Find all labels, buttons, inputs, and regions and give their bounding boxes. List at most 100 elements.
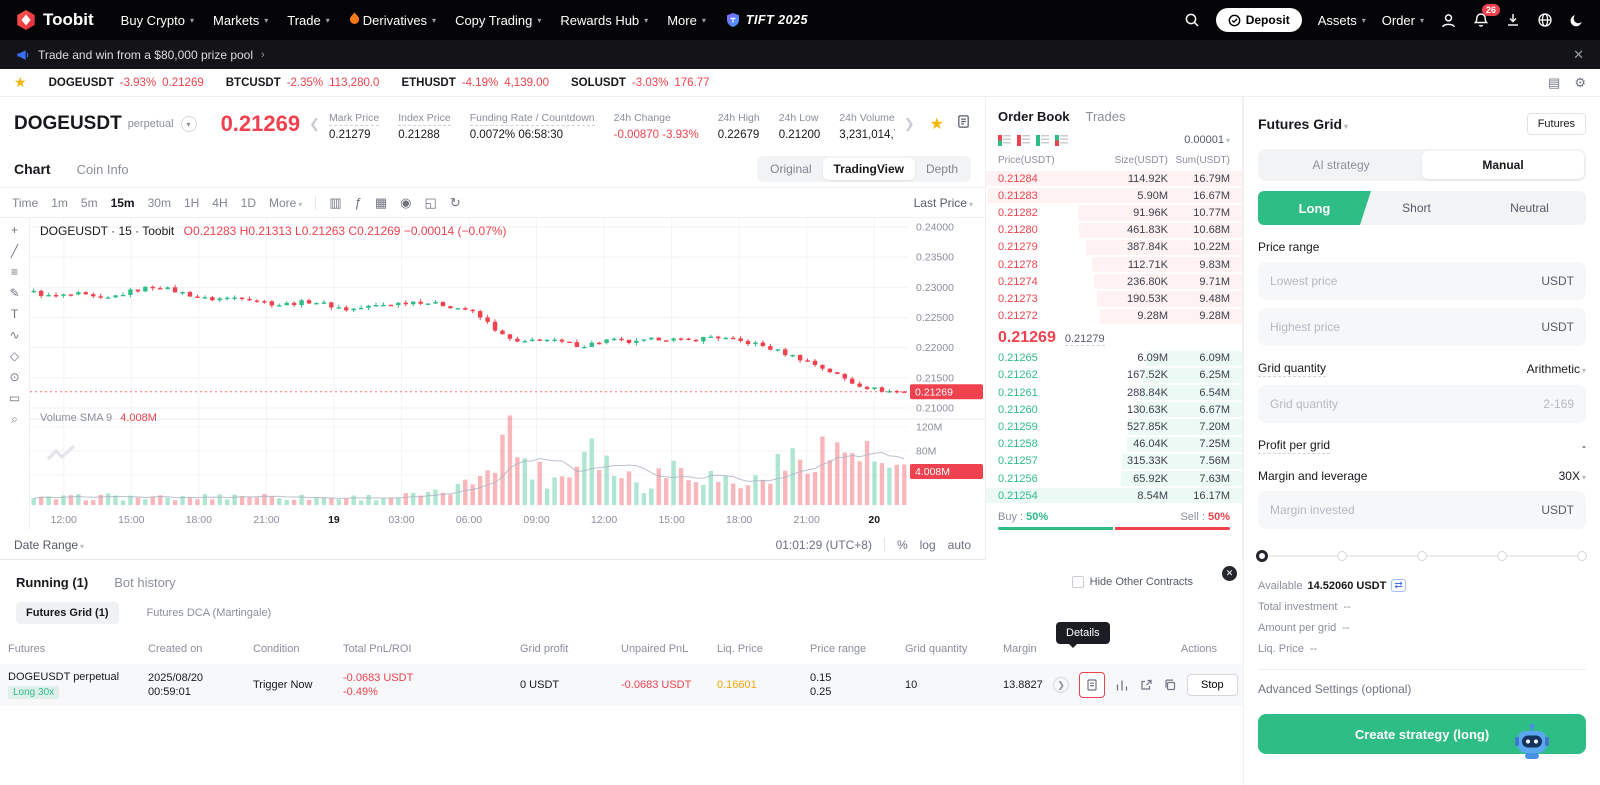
auto-scale-toggle[interactable]: auto [947,537,971,552]
tab-ai-strategy[interactable]: AI strategy [1312,158,1370,172]
percent-scale-toggle[interactable]: % [896,537,908,552]
orderbook-ask-row[interactable]: 0.21274 236.80K 9.71M [986,273,1242,290]
share-icon[interactable] [1139,678,1153,692]
orderbook-ask-row[interactable]: 0.21284 114.92K 16.79M [986,170,1242,187]
tab-short[interactable]: Short [1402,201,1431,215]
strategy-type-select[interactable]: Futures Grid ▾ [1258,116,1349,132]
crosshair-icon[interactable]: + [10,223,18,237]
book-layout-bids-icon[interactable] [1036,134,1049,146]
stats-scroll-left-icon[interactable]: ❮ [309,116,320,131]
collapse-panel-icon[interactable]: ✕ [1222,566,1237,581]
book-layout-both-icon[interactable] [998,134,1011,146]
lowest-price-input[interactable] [1270,274,1542,288]
interval-more[interactable]: More ▾ [268,195,303,210]
orderbook-bid-row[interactable]: 0.21256 65.92K 7.63M [986,470,1242,487]
grid-quantity-input[interactable] [1270,397,1544,411]
orderbook-ask-row[interactable]: 0.21279 387.84K 10.22M [986,239,1242,256]
hide-other-contracts-checkbox[interactable] [1071,576,1084,588]
reset-chart-icon[interactable]: ↻ [449,194,461,210]
order-menu[interactable]: Order ▾ [1382,13,1424,28]
tab-coin-info[interactable]: Coin Info [76,161,129,177]
nav-item-markets[interactable]: Markets ▾ [213,13,268,28]
profile-avatar-icon[interactable] [1440,12,1457,29]
indicators-icon[interactable]: ƒ [354,195,362,210]
subtab-futures-dca[interactable]: Futures DCA (Martingale) [146,607,272,619]
leverage-select[interactable]: 30X ▾ [1558,469,1586,483]
view-original[interactable]: Original [770,162,812,176]
expand-row-chevron[interactable]: ❯ [1053,677,1069,693]
language-globe-icon[interactable] [1537,12,1553,28]
advanced-settings-toggle[interactable]: Advanced Settings (optional) [1258,682,1412,696]
orderbook-bid-row[interactable]: 0.21261 288.84K 6.54M [986,384,1242,401]
search-icon[interactable] [1184,12,1200,28]
magnet-icon[interactable]: ⊙ [9,370,20,384]
ticker-settings-icon[interactable]: ⚙ [1574,74,1586,90]
nav-item-buy-crypto[interactable]: Buy Crypto ▾ [121,13,194,28]
brush-icon[interactable]: ✎ [9,286,20,300]
nav-item-rewards-hub[interactable]: Rewards Hub ▾ [560,13,648,28]
fib-retracement-icon[interactable]: ≡ [10,265,18,279]
price-mode-select[interactable]: Last Price ▾ [913,195,973,210]
price-chart[interactable]: DOGEUSDT · 15 · Toobit O0.21283 H0.21313… [30,218,985,530]
slider-dot-4[interactable] [1577,551,1587,561]
book-layout-asks-icon[interactable] [1017,134,1030,146]
orderbook-bid-row[interactable]: 0.21258 46.04K 7.25M [986,436,1242,453]
nav-item-more[interactable]: More ▾ [667,13,706,28]
wave-pattern-icon[interactable]: ∿ [9,328,20,342]
book-mark-price[interactable]: 0.21279 [1064,332,1105,346]
orderbook-bid-row[interactable]: 0.21254 8.54M 16.17M [986,487,1242,504]
date-range-select[interactable]: Date Range ▾ [14,537,85,552]
tab-long[interactable]: Long [1258,191,1371,225]
tift-2025-logo[interactable]: TIFT 2025 [725,12,808,28]
orderbook-bid-row[interactable]: 0.21265 6.09M 6.09M [986,350,1242,367]
orderbook-bid-row[interactable]: 0.21260 130.63K 6.67M [986,401,1242,418]
assets-menu[interactable]: Assets ▾ [1318,13,1366,28]
book-last-price[interactable]: 0.21269 [998,328,1056,346]
subtab-futures-grid[interactable]: Futures Grid (1) [16,602,119,624]
ticker-pair-btcusdt[interactable]: BTCUSDT -2.35% 113,280.0 [226,77,380,89]
chat-assistant-icon[interactable] [1514,722,1550,767]
text-tool-icon[interactable]: T [10,307,19,321]
grid-type-select[interactable]: Arithmetic ▾ [1526,362,1586,376]
orderbook-bid-row[interactable]: 0.21262 167.52K 6.25M [986,367,1242,384]
ticker-pair-solusdt[interactable]: SOLUSDT -3.03% 176.77 [571,77,710,89]
orderbook-bid-row[interactable]: 0.21259 527.85K 7.20M [986,418,1242,435]
strategy-row[interactable]: DOGEUSDT perpetual Long 30x 2025/08/20 00:… [0,664,1243,706]
transfer-icon[interactable]: ⇄ [1391,579,1406,592]
book-layout-alt-icon[interactable] [1055,134,1068,146]
ticker-pair-dogeusdt[interactable]: DOGEUSDT -3.93% 0.21269 [49,77,204,89]
interval-time[interactable]: Time [12,195,39,210]
candle-style-icon[interactable]: ▥ [329,194,342,210]
ticker-pair-ethusdt[interactable]: ETHUSDT -4.19% 4,139.00 [401,77,549,89]
stop-button[interactable]: Stop [1187,674,1238,696]
measure-icon[interactable]: ▭ [8,391,21,405]
theme-moon-icon[interactable] [1569,13,1584,28]
nav-item-derivatives[interactable]: Derivatives ▾ [349,12,436,28]
slider-dot-1[interactable] [1337,551,1347,561]
orderbook-ask-row[interactable]: 0.21272 9.28M 9.28M [986,308,1242,325]
announcement-bar[interactable]: Trade and win from a $80,000 prize pool … [0,40,1600,69]
download-app-icon[interactable] [1505,12,1521,28]
trade-records-icon[interactable] [956,114,971,134]
margin-ratio-slider[interactable] [1256,547,1587,565]
tab-chart[interactable]: Chart [14,161,51,177]
shapes-icon[interactable]: ◇ [9,349,20,363]
favorites-star-icon[interactable]: ★ [14,74,27,90]
margin-invested-input[interactable] [1270,503,1542,517]
highest-price-input[interactable] [1270,320,1542,334]
details-icon[interactable] [1079,672,1105,698]
interval-1d[interactable]: 1D [240,195,256,210]
trend-line-icon[interactable]: ╱ [10,244,19,258]
interval-5m[interactable]: 5m [80,195,98,210]
tab-running[interactable]: Running (1) [16,574,89,590]
fullscreen-icon[interactable]: ◱ [424,194,437,210]
copy-icon[interactable] [1163,678,1177,692]
view-depth[interactable]: Depth [925,162,958,176]
performance-chart-icon[interactable] [1115,678,1129,692]
announcement-list-icon[interactable]: ▤ [1548,74,1561,90]
symbol-select-chevron[interactable]: ▾ [180,116,197,132]
interval-1m[interactable]: 1m [51,195,68,210]
futures-button[interactable]: Futures [1526,113,1586,135]
zoom-tool-icon[interactable]: ⌕ [11,412,18,426]
log-scale-toggle[interactable]: log [919,537,936,552]
